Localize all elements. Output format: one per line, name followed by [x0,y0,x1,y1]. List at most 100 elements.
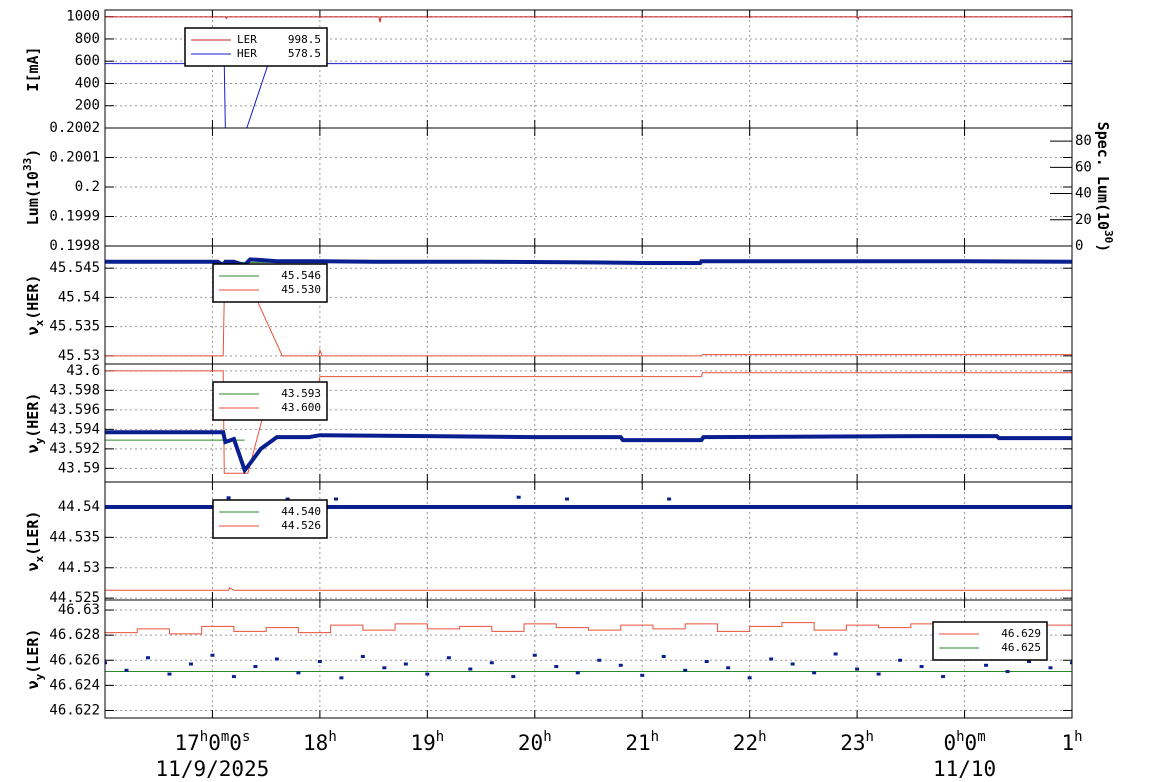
x-tick-label-part: h [758,729,766,745]
data-point [747,676,752,680]
data-point [667,497,672,501]
y-tick-label: 43.59 [58,460,100,476]
y2-tick-label: 60 [1075,159,1092,175]
x-tick-label: 22h [733,729,767,755]
y-tick-label: 0.1998 [49,238,100,254]
x-tick-label-part: 21 [625,731,650,755]
series-line [105,296,1072,357]
x-tick-label-part: 18 [303,731,328,755]
data-point [984,663,989,667]
data-point [188,662,193,666]
y-tick-label: 44.535 [49,529,100,545]
data-point [575,671,580,675]
data-point [226,496,231,500]
axis-label-part: x [33,555,46,562]
legend-value: 44.540 [281,505,321,518]
data-point [554,665,559,669]
axis-label-part: ν [24,444,42,453]
data-point [511,675,516,679]
series-line [105,16,1072,23]
axis-label-part: y [33,437,46,444]
y-tick-label: 0.2001 [49,150,100,166]
y2-tick-label: 0 [1075,238,1083,254]
x-tick-label-part: h [866,729,874,745]
legend-name: LER [237,33,257,46]
x-tick-label-part: h [200,729,208,745]
axis-label-part: y [33,673,46,680]
y-tick-label: 43.594 [49,421,100,437]
data-point [489,661,494,665]
y-tick-label: 43.598 [49,382,100,398]
x-tick-label-part: 0 [965,731,978,755]
data-point [876,672,881,676]
x-tick-label: 18h [303,729,337,755]
x-tick-label: 1h [1061,729,1082,755]
x-tick-label-part: h [651,729,659,745]
data-point [1005,670,1010,674]
y-tick-label: 45.53 [58,348,100,364]
axis-label-part: Lum(10 [24,171,42,225]
legend-value: 45.546 [281,269,321,282]
data-point [231,675,236,679]
axis-label: νy(HER) [24,393,46,454]
axis-label-part: ν [24,680,42,689]
series-line [105,63,1072,128]
y-tick-label: 44.53 [58,560,100,576]
plot-area [105,257,1072,357]
y-tick-label: 400 [75,75,100,91]
x-tick-label-part: 0 [229,731,242,755]
data-point [640,673,645,677]
axis-label-part: (LER) [24,629,42,674]
data-point [661,654,666,658]
y-tick-label: 43.592 [49,441,100,457]
x-date-label: 11/9/2025 [156,757,270,781]
y-tick-label: 46.624 [49,677,100,693]
data-point [704,660,709,664]
series-line [105,430,1072,475]
axis-label-part: ν [24,326,42,335]
axis-label-part: 30 [1102,230,1115,243]
axis-label-part: ) [24,149,42,158]
legend-value: 998.5 [288,33,321,46]
y-tick-label: 44.54 [58,499,100,515]
y-tick-label: 600 [75,53,100,69]
y-tick-label: 45.54 [58,289,100,305]
y-tick-label: 43.596 [49,402,100,418]
legend-value: 44.526 [281,519,321,532]
data-point [790,662,795,666]
legend-value: 45.530 [281,283,321,296]
y-tick-label: 44.525 [49,590,100,606]
x-tick-label-part: m [977,729,985,745]
axis-label-part: (LER) [24,511,42,556]
data-point [360,654,365,658]
data-point [565,497,570,501]
series-line [105,587,1072,591]
data-point [285,497,290,501]
y-tick-label: 200 [75,98,100,114]
y-tick-label: 45.545 [49,260,100,276]
data-point [403,662,408,666]
data-point [446,656,451,660]
x-tick-label-part: h [436,729,444,745]
legend-value: 578.5 [288,47,321,60]
x-tick-label: 19h [410,729,444,755]
y2-tick-label: 20 [1075,212,1092,228]
data-point [210,653,215,657]
data-point [1048,666,1053,670]
legend-value: 43.593 [281,387,321,400]
legend-value: 46.629 [1001,627,1041,640]
x-tick-label-part: h [543,729,551,745]
data-point [812,671,817,675]
legend-box [212,381,328,421]
x-tick-label: 20h [518,729,552,755]
axis-label-part: (HER) [24,275,42,320]
plot-area [105,622,1072,680]
panel-frame [104,599,1073,719]
data-point [274,657,279,661]
x-date-label: 11/10 [933,757,996,781]
data-point [618,663,623,667]
legend-box [212,499,328,539]
data-point [425,672,430,676]
data-point [919,665,924,669]
